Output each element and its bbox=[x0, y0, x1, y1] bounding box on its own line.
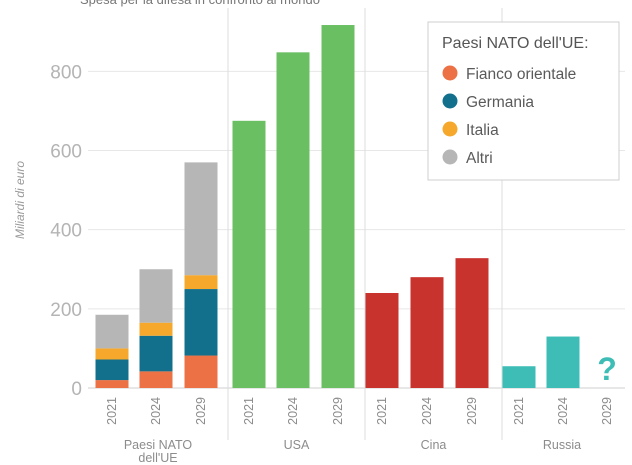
x-tick-label: 2021 bbox=[375, 397, 389, 425]
x-tick-label: 2024 bbox=[149, 397, 163, 425]
legend-swatch-fianco bbox=[442, 65, 458, 81]
bar-russia-2021 bbox=[502, 366, 536, 388]
bar-paesi-nato-2021-altri bbox=[95, 314, 129, 349]
group-label-usa: USA bbox=[284, 438, 310, 452]
legend-label-germania: Germania bbox=[466, 94, 534, 111]
y-tick-label: 200 bbox=[50, 300, 82, 321]
bar-russia-2024 bbox=[546, 336, 580, 388]
legend-box bbox=[427, 21, 620, 181]
chart-subtitle: Spesa per la difesa in confronto al mond… bbox=[80, 0, 320, 7]
y-axis-label: Miliardi di euro bbox=[13, 161, 27, 239]
x-tick-label: 2029 bbox=[600, 397, 614, 425]
unknown-value-mark: ? bbox=[597, 351, 617, 387]
y-tick-label: 600 bbox=[50, 142, 82, 163]
bar-usa-2021 bbox=[232, 120, 266, 388]
legend-label-italia: Italia bbox=[466, 122, 499, 139]
y-tick-label: 800 bbox=[50, 62, 82, 83]
bar-cina-2021 bbox=[365, 293, 399, 388]
bar-usa-2024 bbox=[276, 52, 310, 388]
bar-paesi-nato-2029-italia bbox=[184, 275, 218, 290]
bar-cina-2024 bbox=[410, 277, 444, 388]
bar-paesi-nato-2029-germania bbox=[184, 289, 218, 356]
legend-label-fianco: Fianco orientale bbox=[466, 66, 576, 83]
x-tick-label: 2021 bbox=[105, 397, 119, 425]
legend-swatch-germania bbox=[442, 93, 458, 109]
y-tick-label: 0 bbox=[71, 379, 82, 400]
x-tick-label: 2029 bbox=[465, 397, 479, 425]
group-label-russia: Russia bbox=[543, 438, 581, 452]
y-tick-label: 400 bbox=[50, 221, 82, 242]
bar-paesi-nato-2024-altri bbox=[139, 269, 173, 323]
x-tick-label: 2029 bbox=[331, 397, 345, 425]
x-tick-label: 2029 bbox=[194, 397, 208, 425]
group-label-cina: Cina bbox=[421, 438, 447, 452]
group-label-paesi-nato: dell'UE bbox=[138, 451, 177, 465]
x-tick-label: 2021 bbox=[242, 397, 256, 425]
x-tick-label: 2021 bbox=[512, 397, 526, 425]
legend-swatch-italia bbox=[442, 121, 458, 137]
legend-label-altri: Altri bbox=[466, 150, 493, 167]
bar-paesi-nato-2021-italia bbox=[95, 348, 129, 360]
bar-cina-2029 bbox=[455, 258, 489, 388]
bar-paesi-nato-2021-fianco bbox=[95, 380, 129, 388]
bar-paesi-nato-2024-fianco bbox=[139, 371, 173, 388]
bar-paesi-nato-2029-fianco bbox=[184, 355, 218, 388]
legend-title: Paesi NATO dell'UE: bbox=[442, 35, 589, 52]
x-tick-label: 2024 bbox=[556, 397, 570, 425]
x-tick-label: 2024 bbox=[286, 397, 300, 425]
group-label-paesi-nato: Paesi NATO bbox=[124, 438, 193, 452]
bar-usa-2029 bbox=[321, 25, 355, 388]
bar-paesi-nato-2024-germania bbox=[139, 335, 173, 372]
bar-paesi-nato-2029-altri bbox=[184, 162, 218, 276]
bar-paesi-nato-2021-germania bbox=[95, 359, 129, 381]
bar-paesi-nato-2024-italia bbox=[139, 322, 173, 336]
legend-swatch-altri bbox=[442, 149, 458, 165]
x-tick-label: 2024 bbox=[420, 397, 434, 425]
